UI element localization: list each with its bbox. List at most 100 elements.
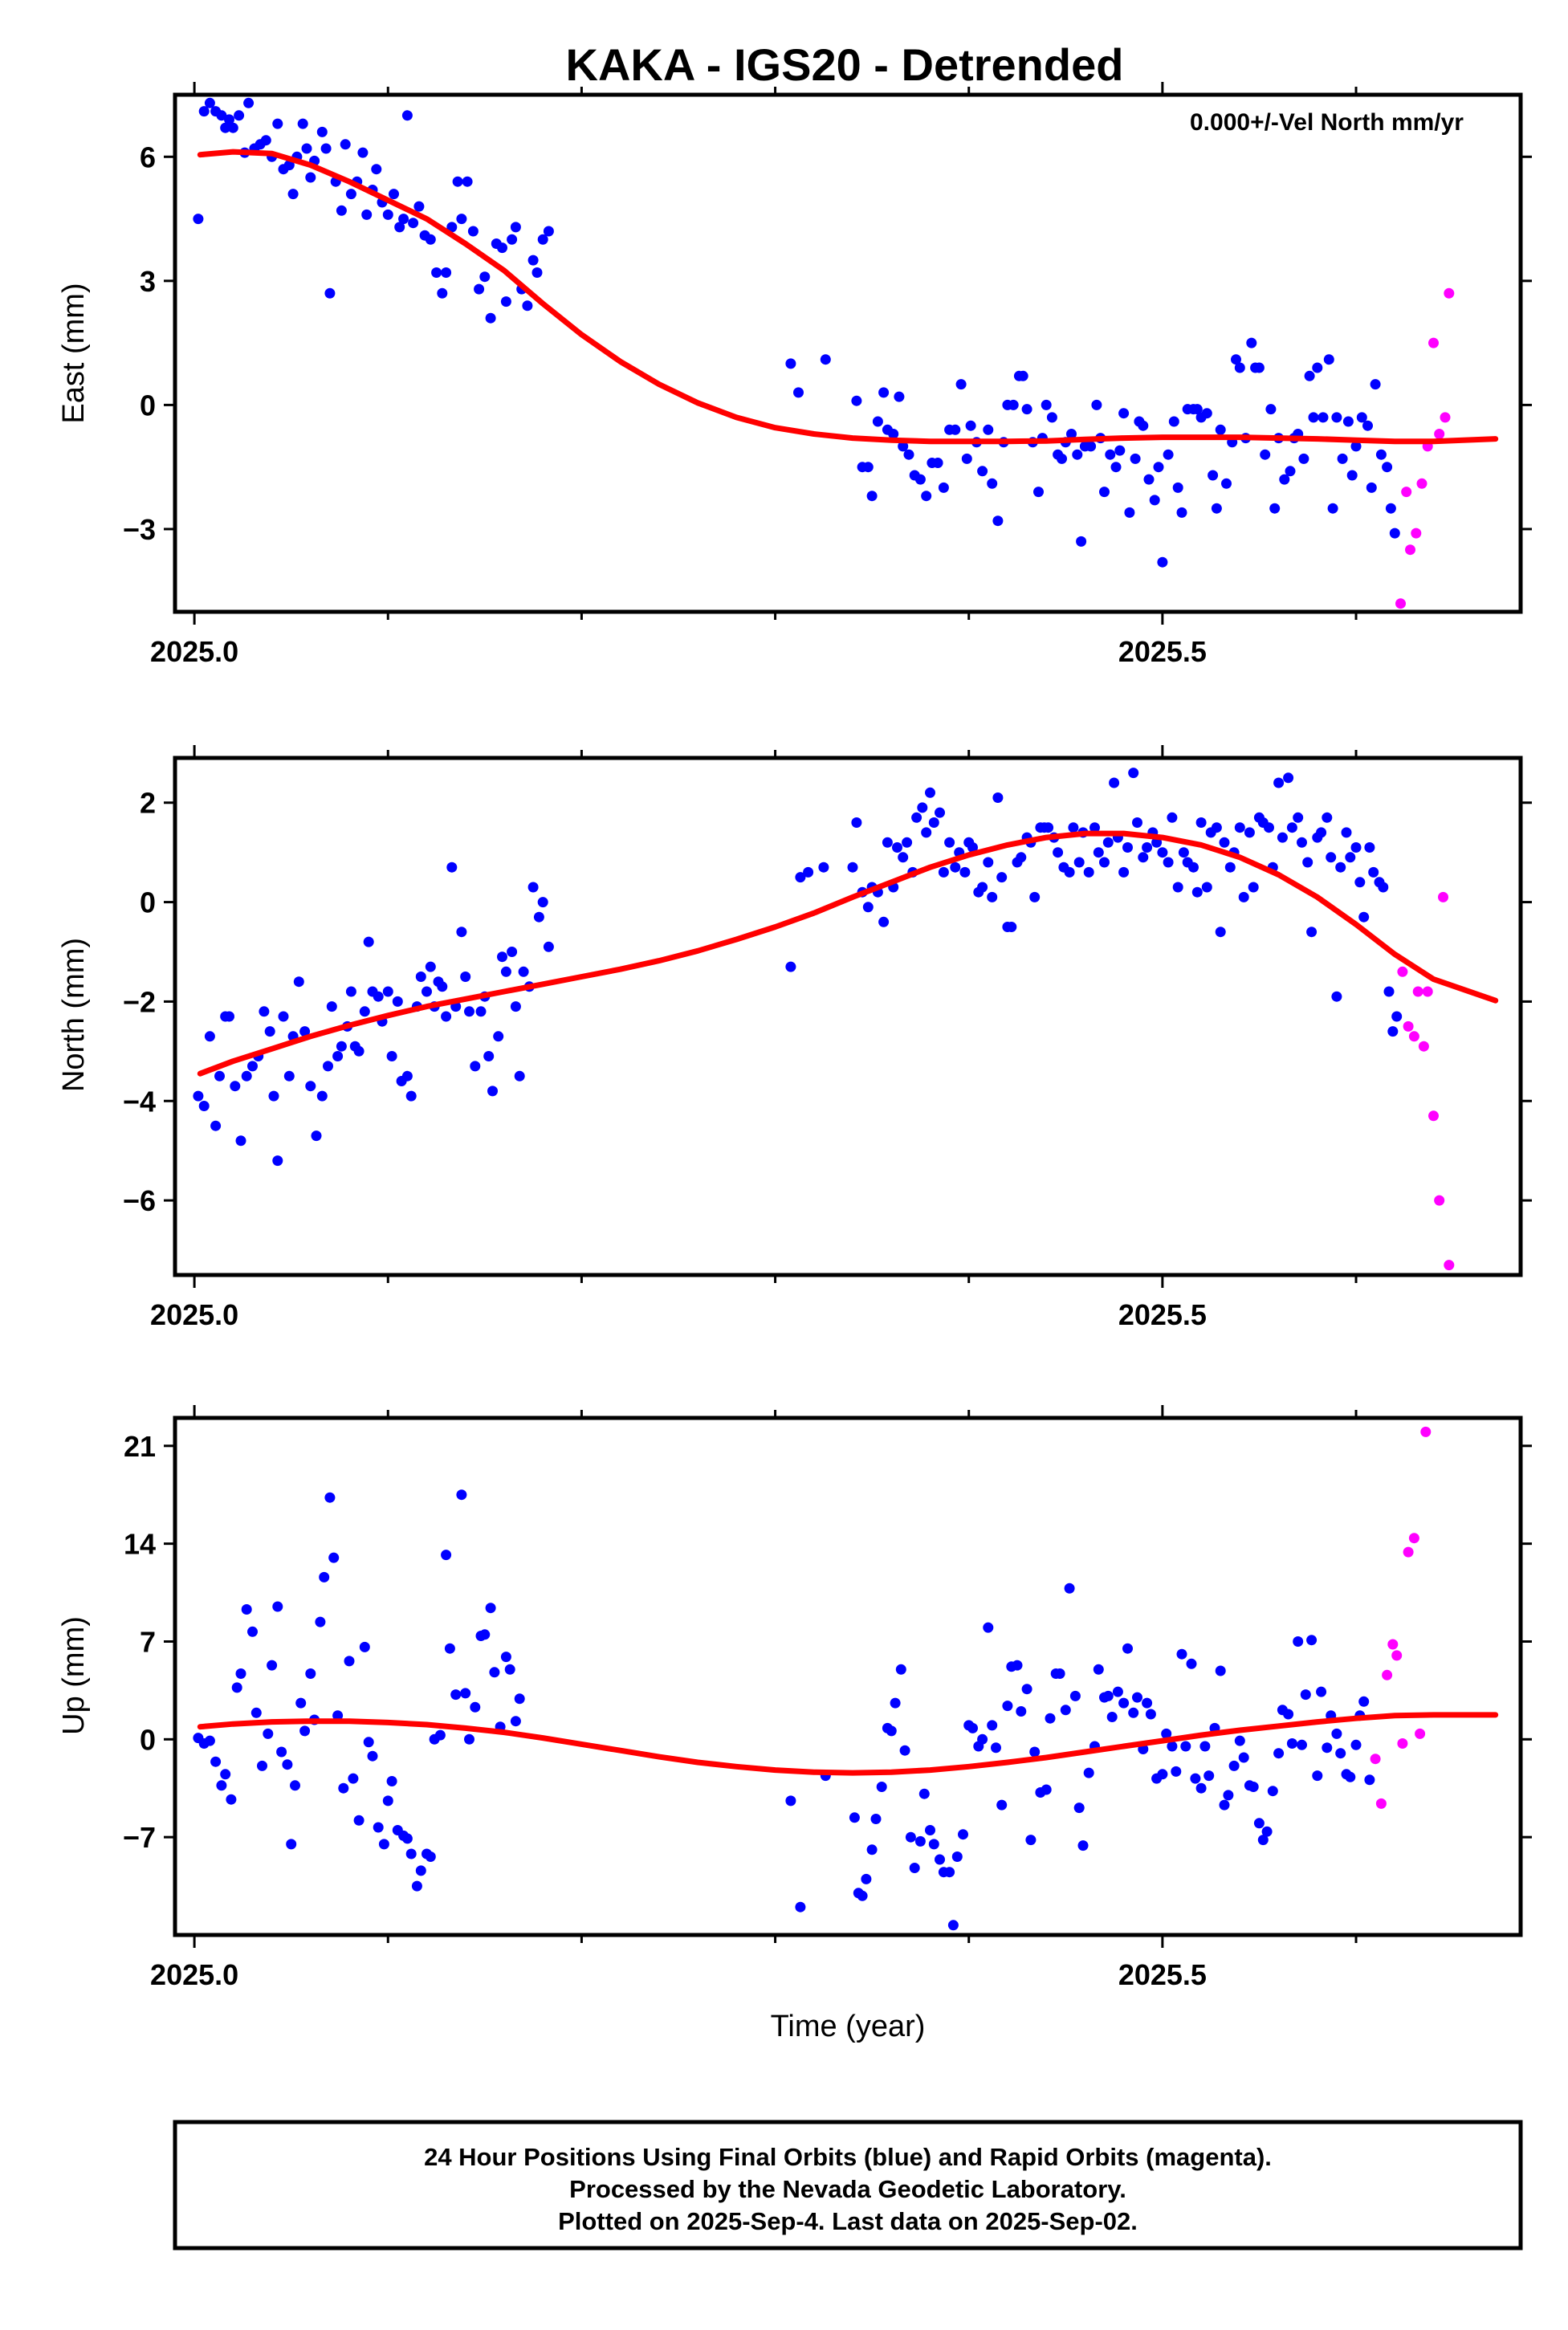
north-data-point	[441, 1011, 452, 1022]
up-data-point	[1118, 1697, 1130, 1709]
up-fit-line	[197, 1712, 1499, 1776]
east-data-point	[474, 283, 485, 295]
north-y-tick-label: −4	[123, 1085, 156, 1118]
up-data-point	[450, 1689, 462, 1701]
north-data-point	[785, 961, 796, 972]
east-data-point	[1110, 462, 1122, 473]
north-data-point	[1219, 837, 1230, 848]
north-data-point	[1378, 882, 1389, 893]
up-data-point	[257, 1760, 267, 1771]
east-data-point	[537, 234, 548, 245]
east-data-point	[345, 189, 356, 200]
north-data-point	[1264, 822, 1274, 833]
north-data-point	[483, 1051, 495, 1061]
up-data-point	[276, 1746, 287, 1758]
east-data-point	[522, 300, 533, 312]
east-y-axis-label: East (mm)	[57, 283, 91, 423]
east-data-point	[260, 135, 271, 146]
north-data-point	[959, 866, 971, 878]
east-data-point	[456, 214, 467, 225]
east-data-point	[785, 358, 796, 369]
north-data-point	[1322, 812, 1333, 823]
north-data-point	[902, 837, 913, 848]
north-data-point	[911, 812, 922, 823]
up-data-point	[210, 1756, 222, 1767]
east-data-point	[234, 110, 245, 121]
east-data-point	[204, 97, 215, 108]
up-y-tick-label: 21	[124, 1430, 156, 1463]
north-data-point	[1224, 862, 1236, 873]
east-data-point	[1130, 453, 1141, 464]
north-data-point	[422, 986, 432, 997]
north-data-point	[1016, 852, 1027, 863]
north-axis-layer: −6 −4 −2 0 2 2025.0 2025.5	[123, 745, 1532, 1331]
up-data-point	[958, 1829, 968, 1840]
east-data-point	[888, 429, 899, 439]
up-data-point	[353, 1815, 365, 1826]
north-data-point	[1068, 822, 1079, 833]
up-y-tick-label: −7	[123, 1821, 156, 1854]
east-data-point	[820, 354, 831, 365]
east-data-point	[1234, 362, 1245, 373]
north-data-point	[944, 837, 955, 848]
up-final-orbits-series	[193, 1489, 1375, 1931]
east-data-point	[1066, 429, 1077, 439]
up-data-point	[1073, 1802, 1085, 1814]
east-data-point	[371, 164, 382, 175]
up-data-point	[411, 1880, 422, 1892]
north-data-point	[386, 1051, 397, 1061]
north-data-point	[345, 986, 356, 997]
up-data-point	[1161, 1728, 1172, 1739]
east-data-point	[1428, 337, 1439, 348]
north-data-point	[198, 1101, 210, 1111]
up-data-point	[359, 1641, 370, 1652]
north-data-point	[878, 916, 890, 927]
up-data-point	[315, 1616, 326, 1627]
up-data-point	[263, 1728, 274, 1739]
north-data-point	[1368, 866, 1379, 878]
east-data-point	[1153, 462, 1164, 473]
north-data-point	[204, 1031, 215, 1042]
east-data-point	[793, 387, 804, 398]
north-data-point	[1341, 827, 1352, 838]
up-data-point	[1195, 1782, 1207, 1794]
east-data-point	[1208, 470, 1219, 481]
north-data-point	[987, 891, 998, 902]
north-y-tick-label: −2	[123, 985, 156, 1018]
up-data-point	[470, 1701, 481, 1713]
north-data-point	[1064, 866, 1075, 878]
east-plot-frame	[173, 92, 1523, 614]
east-data-point	[1253, 362, 1265, 373]
up-data-point	[1316, 1686, 1327, 1697]
north-data-point	[323, 1061, 333, 1072]
up-data-point	[504, 1664, 515, 1675]
north-data-point	[1215, 927, 1226, 938]
east-data-point	[1327, 503, 1338, 514]
east-data-point	[1405, 544, 1415, 556]
up-data-point	[226, 1794, 237, 1805]
east-data-point	[220, 122, 231, 133]
north-data-point	[533, 911, 544, 923]
north-x-tick-label: 2025.5	[1118, 1298, 1207, 1331]
east-data-point	[382, 209, 393, 220]
up-data-point	[1345, 1771, 1356, 1782]
up-data-point	[373, 1822, 384, 1833]
footer-box: 24 Hour Positions Using Final Orbits (bl…	[173, 2120, 1523, 2251]
east-data-point	[1269, 503, 1281, 514]
north-data-point	[1132, 817, 1142, 828]
up-data-point	[1219, 1799, 1230, 1811]
up-data-point	[895, 1664, 906, 1675]
north-data-point	[460, 972, 471, 982]
north-data-point	[1364, 842, 1375, 853]
east-data-point	[1444, 287, 1455, 299]
up-x-tick-label: 2025.5	[1118, 1958, 1207, 1991]
up-data-point	[1180, 1741, 1191, 1752]
north-data-point	[1128, 768, 1139, 779]
north-data-point	[1006, 922, 1017, 932]
north-data-point	[510, 1001, 521, 1012]
up-data-point	[363, 1737, 374, 1748]
up-data-point	[460, 1688, 471, 1699]
east-data-point	[1318, 412, 1329, 423]
up-data-point	[870, 1814, 882, 1824]
